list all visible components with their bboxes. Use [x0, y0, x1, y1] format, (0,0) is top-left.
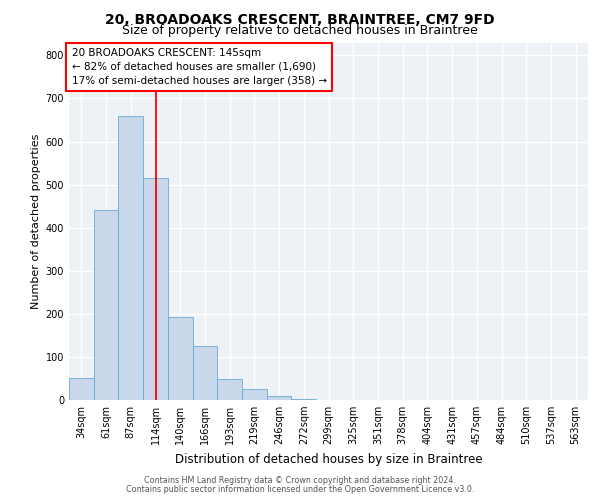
- Text: 20, BROADOAKS CRESCENT, BRAINTREE, CM7 9FD: 20, BROADOAKS CRESCENT, BRAINTREE, CM7 9…: [105, 12, 495, 26]
- X-axis label: Distribution of detached houses by size in Braintree: Distribution of detached houses by size …: [175, 452, 482, 466]
- Bar: [217, 380, 242, 400]
- Text: 20 BROADOAKS CRESCENT: 145sqm
← 82% of detached houses are smaller (1,690)
17% o: 20 BROADOAKS CRESCENT: 145sqm ← 82% of d…: [71, 48, 327, 86]
- Bar: [118, 116, 143, 400]
- Bar: [193, 346, 217, 400]
- Text: Size of property relative to detached houses in Braintree: Size of property relative to detached ho…: [122, 24, 478, 37]
- Bar: [69, 378, 94, 400]
- Bar: [242, 389, 267, 400]
- Bar: [94, 210, 118, 400]
- Y-axis label: Number of detached properties: Number of detached properties: [31, 134, 41, 309]
- Text: Contains public sector information licensed under the Open Government Licence v3: Contains public sector information licen…: [126, 484, 474, 494]
- Bar: [292, 399, 316, 400]
- Bar: [168, 317, 193, 400]
- Text: Contains HM Land Registry data © Crown copyright and database right 2024.: Contains HM Land Registry data © Crown c…: [144, 476, 456, 485]
- Bar: [143, 178, 168, 400]
- Bar: [267, 396, 292, 400]
